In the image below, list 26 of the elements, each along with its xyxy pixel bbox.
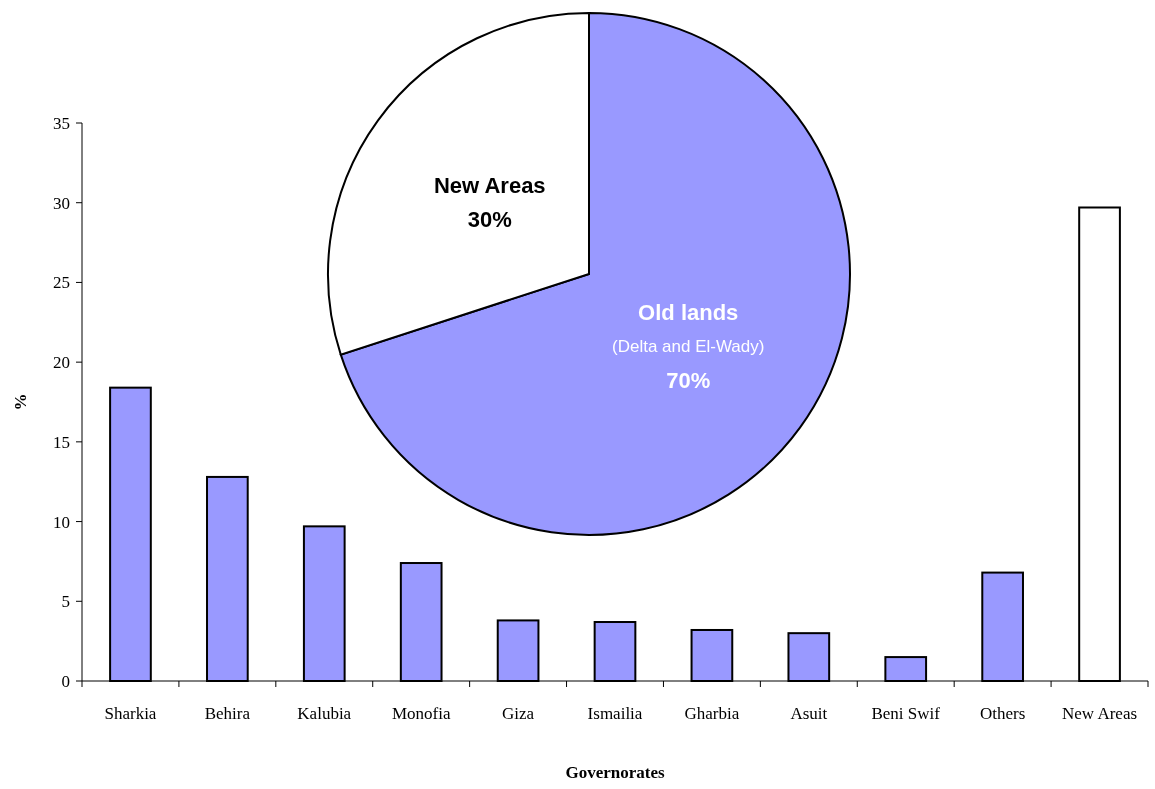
- y-axis-title: %: [11, 393, 30, 411]
- x-axis-title: Governorates: [565, 763, 665, 782]
- x-tick-label: New Areas: [1062, 704, 1138, 723]
- y-tick-label: 20: [53, 353, 70, 373]
- x-tick-label: Kalubia: [297, 704, 352, 723]
- data-label: 30%: [467, 206, 512, 232]
- y-tick-label: 35: [53, 113, 70, 133]
- x-tick-label: Ismailia: [587, 704, 643, 723]
- slice-label: New Areas: [433, 172, 546, 198]
- slice-label: Old lands: [638, 299, 739, 325]
- x-tick-label: Giza: [502, 704, 535, 723]
- y-tick-label: 15: [53, 432, 70, 452]
- y-tick-label: 30: [53, 193, 70, 213]
- x-tick-label: Gharbia: [684, 704, 740, 723]
- x-tick-label: Asuit: [790, 704, 828, 723]
- x-tick-label: Behira: [204, 704, 251, 723]
- annotation: (Delta and El-Wady): [612, 337, 765, 357]
- y-tick-label: 10: [53, 512, 70, 532]
- x-tick-label: Others: [979, 704, 1026, 723]
- x-tick-label: Monofia: [391, 704, 451, 723]
- y-tick-label: 5: [61, 592, 70, 612]
- x-tick-label: Sharkia: [104, 704, 157, 723]
- x-tick-label: Beni Swif: [871, 704, 941, 723]
- data-label: 70%: [666, 367, 711, 393]
- y-tick-label: 25: [53, 273, 70, 293]
- y-tick-label: 0: [61, 671, 70, 691]
